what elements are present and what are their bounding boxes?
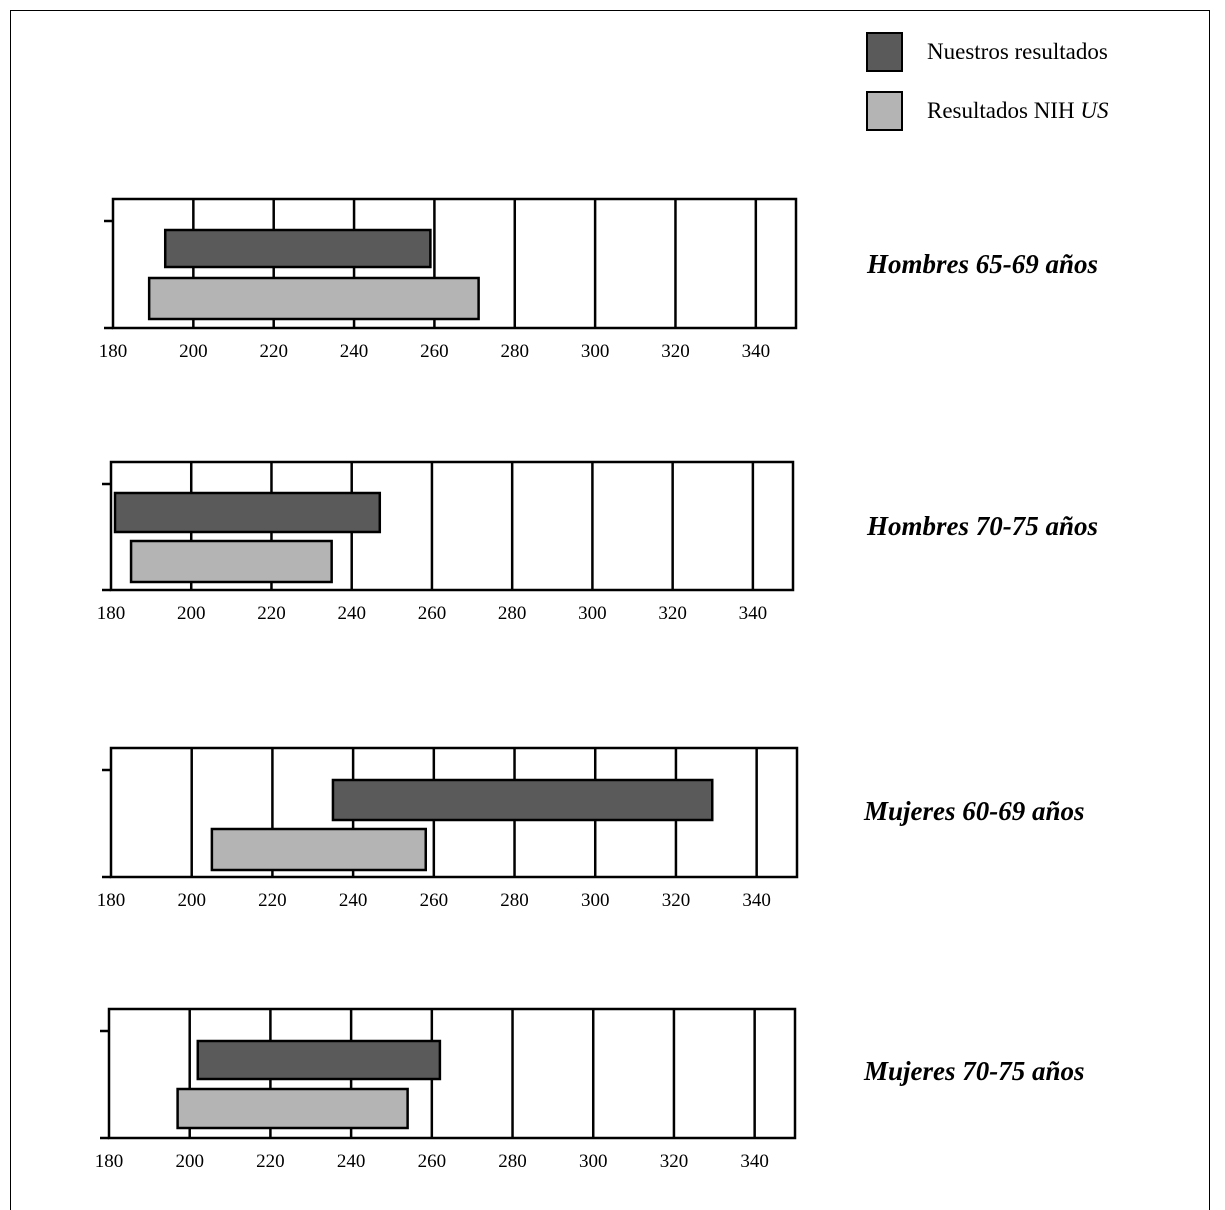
x-tick-label: 340	[742, 341, 771, 362]
x-tick-label: 220	[258, 890, 287, 911]
x-tick-label: 260	[420, 341, 449, 362]
x-tick-label: 300	[581, 341, 610, 362]
legend-item-nih: Resultados NIH US	[866, 91, 1108, 131]
x-tick-label: 300	[579, 1151, 608, 1172]
bar-nih	[147, 276, 480, 321]
plot-frame	[109, 460, 795, 592]
x-tick-label: 300	[581, 890, 610, 911]
legend-label-nuestros: Nuestros resultados	[927, 39, 1108, 64]
legend-label-nih: Resultados NIH US	[927, 98, 1108, 124]
panel-title-2: Hombres 70-75 años	[867, 511, 1099, 541]
bar-nuestros	[331, 778, 714, 822]
x-tick-label: 240	[337, 1151, 366, 1172]
x-tick-label: 260	[420, 890, 449, 911]
bar-nuestros	[113, 491, 382, 534]
x-tick-label: 300	[578, 603, 607, 624]
figure-frame	[10, 10, 1210, 1210]
bar-nuestros	[163, 228, 432, 269]
x-tick-label: 280	[498, 603, 527, 624]
x-tick-label: 200	[177, 603, 206, 624]
legend-swatch-nuestros	[866, 32, 903, 72]
legend-label-nih-text: Resultados NIH	[927, 98, 1081, 123]
x-tick-label: 180	[95, 1151, 124, 1172]
x-tick-label: 320	[662, 890, 691, 911]
x-tick-label: 200	[175, 1151, 204, 1172]
x-tick-label: 280	[498, 1151, 527, 1172]
x-tick-label: 340	[742, 890, 771, 911]
x-tick-label: 240	[340, 341, 369, 362]
bar-nih	[176, 1087, 409, 1130]
x-tick-label: 320	[658, 603, 687, 624]
x-tick-label: 320	[660, 1151, 689, 1172]
bar-nuestros	[196, 1039, 442, 1081]
legend-item-nuestros: Nuestros resultados	[866, 32, 1108, 72]
plot-frame	[107, 1007, 797, 1140]
panel-title-3: Mujeres 60-69 años	[864, 796, 1085, 826]
x-tick-label: 180	[99, 341, 128, 362]
bar-nih	[129, 539, 333, 584]
x-tick-label: 280	[501, 341, 530, 362]
x-tick-label: 340	[740, 1151, 769, 1172]
x-tick-label: 220	[257, 603, 286, 624]
x-tick-label: 260	[418, 603, 447, 624]
panel-title-1: Hombres 65-69 años	[867, 249, 1099, 279]
plot-frame	[109, 746, 799, 879]
plot-frame	[111, 197, 798, 330]
x-tick-label: 240	[339, 890, 368, 911]
x-tick-label: 320	[661, 341, 690, 362]
x-tick-label: 220	[256, 1151, 285, 1172]
bar-nih	[210, 827, 428, 872]
legend-label-nih-italic: US	[1080, 98, 1109, 123]
x-tick-label: 180	[97, 890, 126, 911]
panel-title-4: Mujeres 70-75 años	[864, 1056, 1085, 1086]
legend-swatch-nih	[866, 91, 903, 131]
x-tick-label: 260	[418, 1151, 447, 1172]
x-tick-label: 280	[500, 890, 529, 911]
x-tick-label: 220	[259, 341, 288, 362]
x-tick-label: 180	[97, 603, 126, 624]
x-tick-label: 200	[179, 341, 208, 362]
x-tick-label: 240	[337, 603, 366, 624]
x-tick-label: 340	[739, 603, 768, 624]
x-tick-label: 200	[177, 890, 206, 911]
